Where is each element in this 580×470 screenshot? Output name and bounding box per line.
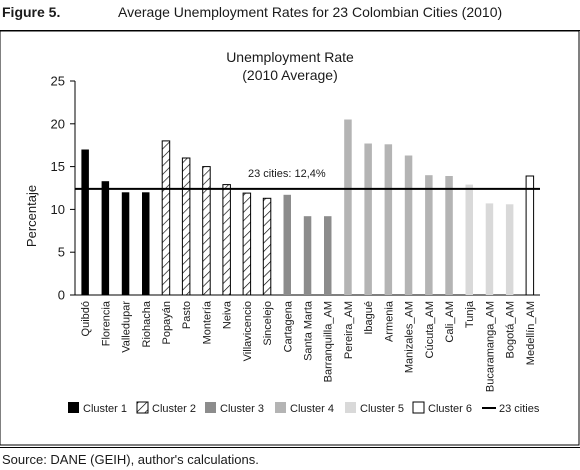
bar [242, 192, 252, 296]
x-tick-label: Tunja [464, 300, 476, 328]
bar [222, 184, 231, 296]
x-tick-label: Montería [201, 300, 213, 344]
legend-label: Cluster 5 [360, 403, 404, 415]
chart-frame [0, 31, 580, 446]
x-tick-label: Bucaramanga_AM [485, 301, 497, 392]
bottom-rule [0, 447, 580, 448]
bar [344, 119, 352, 295]
y-tick-label: 15 [51, 159, 65, 174]
x-tick-label: Cali_AM [444, 301, 456, 343]
bar [324, 216, 332, 295]
x-tick-label: Barranquilla_AM [323, 301, 335, 382]
y-tick-label: 25 [51, 74, 65, 89]
source-note: Source: DANE (GEIH), author's calculatio… [2, 452, 259, 467]
chart-title: Unemployment Rate [226, 49, 354, 65]
bar [121, 192, 130, 295]
x-tick-label: Cartagena [282, 300, 294, 352]
bar [81, 149, 89, 295]
legend-label: 23 cities [499, 403, 540, 415]
legend-swatch [205, 402, 216, 413]
y-tick-label: 5 [58, 245, 65, 260]
x-tick-label: Quibdó [80, 301, 92, 336]
bar [364, 143, 372, 295]
x-tick-label: Pereira_AM [343, 301, 355, 359]
y-tick-label: 20 [51, 116, 65, 131]
bar [404, 155, 413, 295]
figure-title: Average Unemployment Rates for 23 Colomb… [118, 4, 503, 20]
y-tick-label: 10 [51, 202, 65, 217]
bar [161, 140, 171, 296]
legend-swatch [275, 402, 286, 413]
x-tick-label: Valledupar [121, 301, 133, 353]
legend: Cluster 1 Cluster 2 Cluster 3 Cluster 4 Clus… [68, 401, 540, 415]
legend-label: Cluster 4 [290, 403, 334, 415]
reference-line-label: 23 cities: 12,4% [248, 168, 326, 180]
x-tick-label: Pasto [181, 301, 193, 329]
bar [283, 194, 291, 295]
bars [81, 119, 535, 296]
reference-line-group: 23 cities: 12,4% [75, 168, 540, 190]
x-tick-label: Medellín_AM [525, 301, 537, 365]
legend-swatch [345, 402, 356, 413]
x-tick-label: Santa Marta [303, 300, 315, 361]
bar [485, 203, 494, 295]
legend-label: Cluster 1 [83, 403, 127, 415]
x-tick-labels: Quibdó Florencia Valledupar Riohacha Popayán… [80, 300, 537, 392]
bar [101, 181, 110, 295]
chart-subtitle: (2010 Average) [242, 67, 337, 83]
x-tick-label: Florencia [100, 300, 112, 346]
bar [505, 204, 514, 295]
legend-swatch [68, 402, 79, 413]
x-tick-label: Popayán [161, 301, 173, 344]
legend-label: Cluster 2 [152, 403, 196, 415]
figure-label: Figure 5. [2, 4, 61, 20]
legend-swatch [412, 401, 425, 414]
figure-header: Figure 5. Average Unemployment Rates for… [0, 0, 580, 28]
legend-label: Cluster 3 [220, 403, 264, 415]
x-tick-label: Villavicencio [242, 301, 254, 361]
x-tick-label: Neiva [222, 300, 234, 329]
y-axis-label: Percentaje [24, 185, 39, 247]
bar [384, 144, 393, 295]
x-tick-label: Ibagué [363, 301, 375, 335]
x-tick-label: Manizales_AM [404, 301, 416, 373]
x-tick-label: Sincelejo [262, 301, 274, 346]
bar [425, 175, 433, 295]
x-tick-label: Armenia [383, 300, 395, 342]
bar [181, 157, 191, 296]
y-tick-label: 0 [58, 288, 65, 303]
bar [262, 197, 272, 296]
x-tick-label: Bogotá_AM [505, 301, 517, 358]
bar [525, 175, 535, 296]
bar [465, 184, 473, 295]
legend-swatch [136, 401, 149, 414]
chart-area: Unemployment Rate (2010 Average) Percent… [0, 31, 580, 446]
legend-label: Cluster 6 [428, 403, 472, 415]
x-tick-label: Cúcuta_AM [424, 301, 436, 358]
bar [303, 216, 312, 295]
bar [142, 192, 150, 295]
bar [445, 176, 453, 295]
bar [202, 166, 211, 296]
x-tick-label: Riohacha [141, 300, 153, 347]
